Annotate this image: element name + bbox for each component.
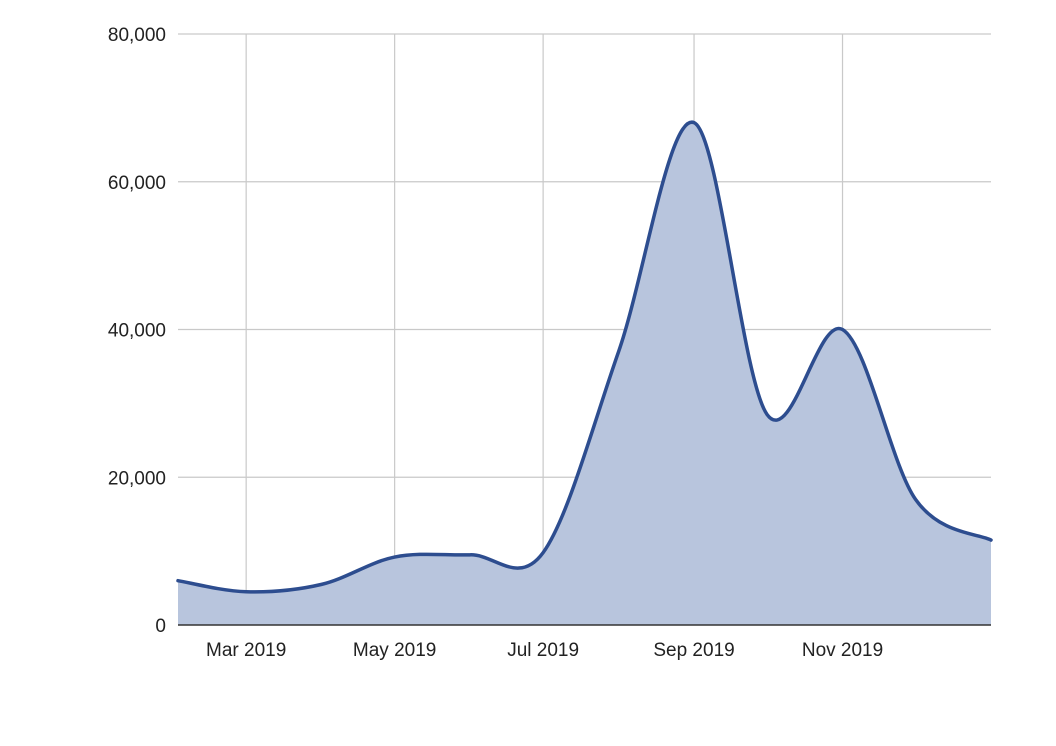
y-tick-label: 0 [155, 616, 166, 637]
y-tick-label: 60,000 [108, 173, 166, 194]
y-tick-label: 80,000 [108, 25, 166, 46]
y-tick-label: 40,000 [108, 321, 166, 342]
x-tick-label: Mar 2019 [206, 640, 286, 661]
series-area-fill [178, 122, 991, 625]
series-line [176, 120, 993, 594]
x-tick-label: Sep 2019 [653, 640, 734, 661]
x-tick-label: Nov 2019 [802, 640, 883, 661]
y-tick-label: 20,000 [108, 468, 166, 489]
x-tick-label: Jul 2019 [507, 640, 579, 661]
x-axis-tick-labels: Mar 2019 May 2019 Jul 2019 Sep 2019 Nov 2019 [206, 640, 883, 661]
y-axis-tick-labels: 0 20,000 40,000 60,000 80,000 [108, 25, 166, 637]
x-tick-label: May 2019 [353, 640, 436, 661]
